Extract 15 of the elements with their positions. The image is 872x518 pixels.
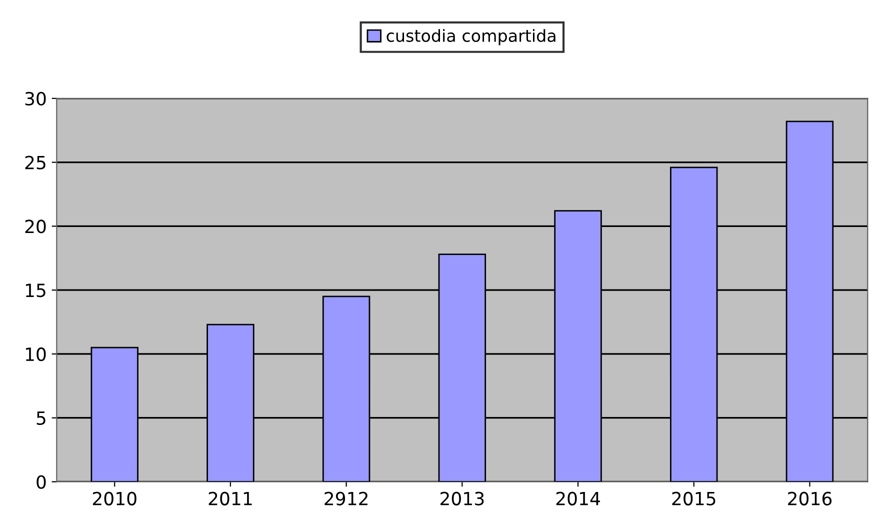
y-tick-label: 10	[26, 347, 46, 362]
legend-label: custodia compartida	[386, 29, 556, 46]
x-tick-label: 2010	[92, 492, 136, 506]
x-tick-label: 2912	[324, 492, 368, 506]
y-tick-label: 30	[25, 92, 46, 106]
x-tick-label: 2015	[672, 492, 716, 506]
y-tick-label: 5	[36, 412, 46, 425]
y-tick-label: 25	[25, 156, 46, 170]
x-tick-label: 2016	[788, 492, 832, 506]
y-tick-label: 0	[36, 475, 46, 489]
y-tick-label: 20	[25, 220, 46, 234]
x-tick-label: 2014	[556, 492, 600, 506]
x-tick-label: 2013	[440, 492, 484, 506]
y-tick-label: 15	[26, 284, 46, 298]
x-tick-label: 2011	[208, 492, 252, 506]
